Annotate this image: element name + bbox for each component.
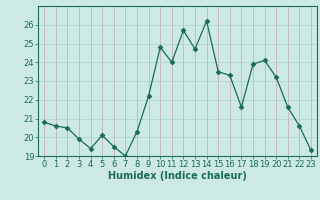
X-axis label: Humidex (Indice chaleur): Humidex (Indice chaleur) [108, 171, 247, 181]
